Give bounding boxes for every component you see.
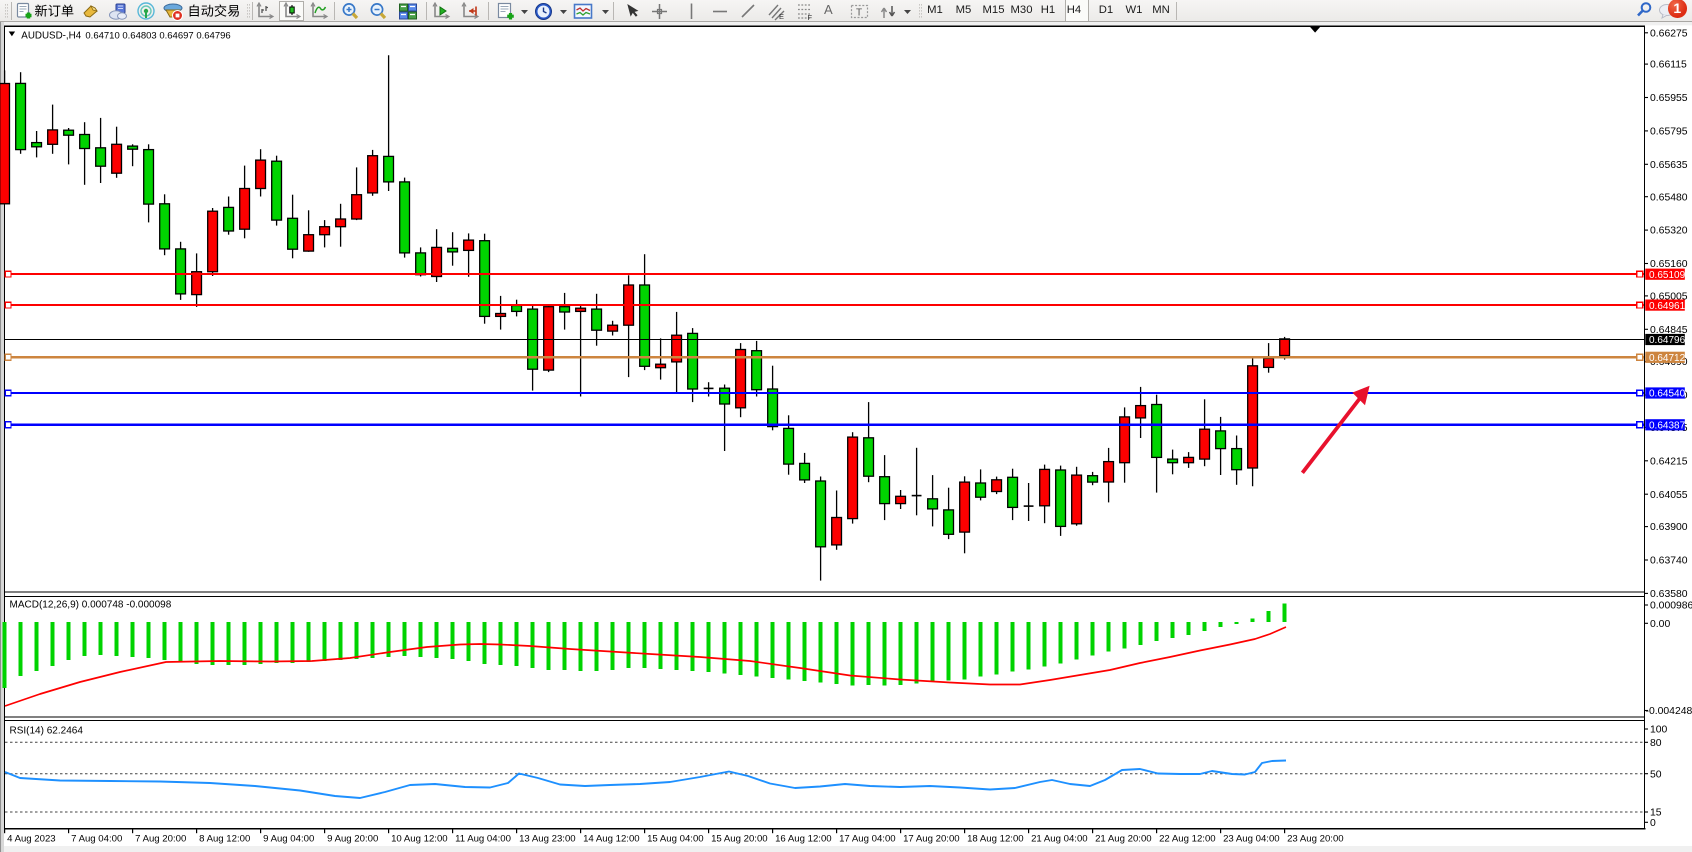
svg-text:0.64540: 0.64540 (1649, 389, 1686, 400)
svg-text:21 Aug 04:00: 21 Aug 04:00 (1031, 834, 1088, 845)
svg-text:7 Aug 04:00: 7 Aug 04:00 (71, 834, 122, 845)
svg-text:0.000986: 0.000986 (1650, 601, 1692, 612)
svg-text:0.64387: 0.64387 (1649, 421, 1686, 432)
svg-text:F: F (808, 13, 813, 21)
svg-text:22 Aug 12:00: 22 Aug 12:00 (1159, 834, 1216, 845)
svg-text:15 Aug 04:00: 15 Aug 04:00 (647, 834, 704, 845)
svg-text:0.65160: 0.65160 (1650, 259, 1688, 270)
svg-text:0.64055: 0.64055 (1650, 490, 1688, 501)
svg-text:7 Aug 20:00: 7 Aug 20:00 (135, 834, 186, 845)
svg-text:17 Aug 04:00: 17 Aug 04:00 (839, 834, 896, 845)
svg-text:0.63740: 0.63740 (1650, 556, 1688, 567)
svg-text:17 Aug 20:00: 17 Aug 20:00 (903, 834, 960, 845)
svg-text:15: 15 (1650, 808, 1662, 819)
svg-text:AUDUSD-,H4: AUDUSD-,H4 (21, 31, 81, 42)
svg-text:0.65005: 0.65005 (1650, 292, 1688, 303)
svg-text:0.64961: 0.64961 (1649, 301, 1686, 312)
svg-text:0.64215: 0.64215 (1650, 456, 1688, 467)
svg-text:0.00: 0.00 (1650, 619, 1670, 630)
svg-text:13 Aug 23:00: 13 Aug 23:00 (519, 834, 576, 845)
svg-text:23 Aug 04:00: 23 Aug 04:00 (1223, 834, 1280, 845)
svg-text:23 Aug 20:00: 23 Aug 20:00 (1287, 834, 1344, 845)
svg-text:MACD(12,26,9) 0.000748 -0.0000: MACD(12,26,9) 0.000748 -0.000098 (10, 600, 172, 611)
svg-text:8 Aug 12:00: 8 Aug 12:00 (199, 834, 250, 845)
svg-text:11 Aug 04:00: 11 Aug 04:00 (455, 834, 511, 845)
svg-text:0.64712: 0.64712 (1649, 353, 1686, 364)
svg-text:0.65480: 0.65480 (1650, 192, 1688, 203)
svg-text:9 Aug 20:00: 9 Aug 20:00 (327, 834, 378, 845)
svg-text:0.65109: 0.65109 (1649, 270, 1686, 281)
svg-text:0: 0 (1650, 818, 1656, 829)
svg-text:0.65320: 0.65320 (1650, 226, 1688, 237)
svg-text:15 Aug 20:00: 15 Aug 20:00 (711, 834, 768, 845)
svg-text:E: E (779, 12, 784, 21)
svg-text:21 Aug 20:00: 21 Aug 20:00 (1095, 834, 1152, 845)
svg-text:0.65795: 0.65795 (1650, 127, 1688, 138)
svg-text:14 Aug 12:00: 14 Aug 12:00 (583, 834, 640, 845)
svg-text:0.63580: 0.63580 (1650, 589, 1688, 600)
svg-text:0.65955: 0.65955 (1650, 93, 1688, 104)
svg-text:0.64845: 0.64845 (1650, 325, 1688, 336)
svg-text:80: 80 (1650, 738, 1662, 749)
svg-text:4 Aug 2023: 4 Aug 2023 (7, 834, 56, 845)
svg-text:RSI(14) 62.2464: RSI(14) 62.2464 (10, 726, 84, 737)
svg-text:0.66115: 0.66115 (1650, 60, 1687, 71)
svg-text:100: 100 (1650, 725, 1668, 736)
svg-text:50: 50 (1650, 769, 1662, 780)
svg-text:16 Aug 12:00: 16 Aug 12:00 (775, 834, 832, 845)
svg-text:0.64710 0.64803 0.64697 0.6479: 0.64710 0.64803 0.64697 0.64796 (85, 31, 230, 42)
svg-text:0.65635: 0.65635 (1650, 160, 1688, 171)
svg-text:10 Aug 12:00: 10 Aug 12:00 (391, 834, 448, 845)
svg-text:0.63900: 0.63900 (1650, 522, 1688, 533)
svg-text:-0.004248: -0.004248 (1646, 706, 1692, 717)
svg-text:0.66275: 0.66275 (1650, 28, 1688, 39)
svg-text:0.64796: 0.64796 (1649, 335, 1686, 346)
svg-text:T: T (856, 8, 862, 19)
svg-text:18 Aug 12:00: 18 Aug 12:00 (967, 834, 1024, 845)
svg-text:9 Aug 04:00: 9 Aug 04:00 (263, 834, 314, 845)
